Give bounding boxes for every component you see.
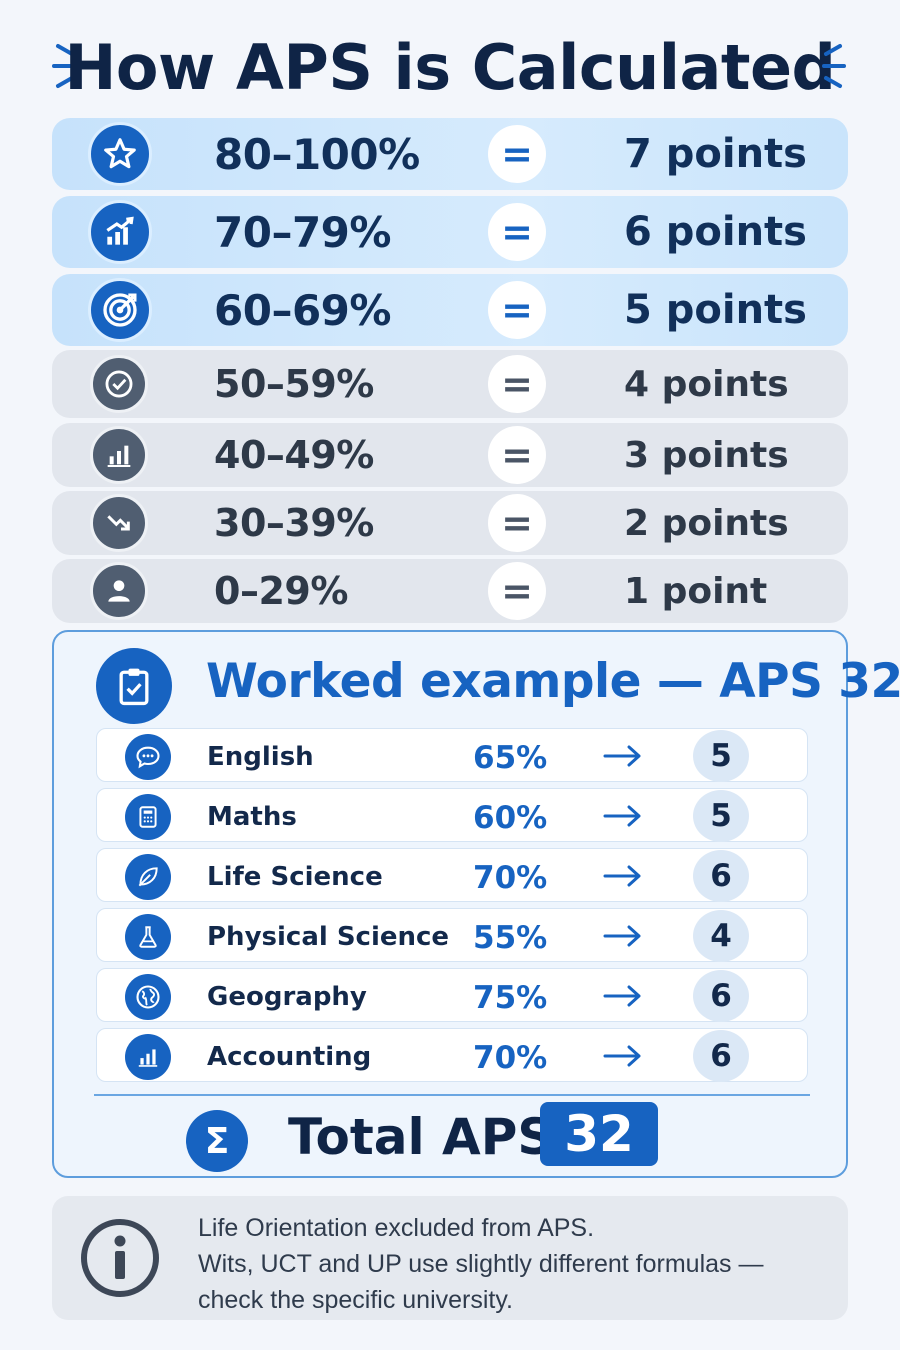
page-title: How APS is Calculated	[64, 30, 836, 104]
title-decoration-left	[52, 44, 76, 88]
subject-percent: 65%	[473, 740, 548, 776]
equals-badge: =	[488, 125, 546, 183]
star-icon	[88, 122, 152, 186]
subject-points: 6	[693, 1030, 749, 1082]
subject-percent: 75%	[473, 980, 548, 1016]
worked-example-title: Worked example — APS 32	[206, 654, 900, 709]
equals-badge: =	[488, 355, 546, 413]
subject-points: 6	[693, 970, 749, 1022]
arrow-right-icon	[603, 1045, 641, 1067]
scale-row: 60–69% = 5 points	[52, 274, 848, 346]
title-decoration-right	[822, 44, 846, 88]
growth-chart-icon	[88, 200, 152, 264]
points-value: 6 points	[624, 209, 807, 255]
score-range: 30–39%	[214, 501, 374, 545]
total-divider	[94, 1094, 810, 1096]
points-value: 1 point	[624, 570, 768, 612]
scale-row: 70–79% = 6 points	[52, 196, 848, 268]
subject-name: English	[207, 742, 314, 772]
score-range: 40–49%	[214, 433, 374, 477]
bar-chart-icon	[125, 1034, 171, 1080]
scale-row: 40–49% = 3 points	[52, 423, 848, 487]
subject-row: Geography 75% 6	[96, 968, 808, 1022]
target-icon	[88, 278, 152, 342]
subject-percent: 70%	[473, 860, 548, 896]
score-range: 0–29%	[214, 569, 348, 613]
equals-badge: =	[488, 281, 546, 339]
score-range: 70–79%	[214, 207, 391, 257]
score-range: 50–59%	[214, 362, 374, 406]
arrow-right-icon	[603, 865, 641, 887]
clipboard-check-icon	[96, 648, 172, 724]
subject-percent: 70%	[473, 1040, 548, 1076]
score-range: 80–100%	[214, 129, 420, 179]
subject-row: Physical Science 55% 4	[96, 908, 808, 962]
arrow-right-icon	[603, 745, 641, 767]
subject-name: Accounting	[207, 1042, 372, 1072]
info-note-line: Life Orientation excluded from APS.	[198, 1214, 595, 1242]
speech-bubble-icon	[125, 734, 171, 780]
subject-name: Physical Science	[207, 922, 450, 952]
scale-row: 50–59% = 4 points	[52, 350, 848, 418]
arrow-right-icon	[603, 925, 641, 947]
sigma-icon: Σ	[186, 1110, 248, 1172]
check-circle-icon	[90, 355, 148, 413]
person-icon	[90, 562, 148, 620]
total-aps-value: 32	[540, 1102, 658, 1166]
scale-row: 80–100% = 7 points	[52, 118, 848, 190]
subject-percent: 55%	[473, 920, 548, 956]
scale-row: 30–39% = 2 points	[52, 491, 848, 555]
subject-points: 6	[693, 850, 749, 902]
leaf-icon	[125, 854, 171, 900]
total-aps-label: Total APS:	[288, 1108, 574, 1166]
points-value: 4 points	[624, 363, 789, 405]
equals-badge: =	[488, 203, 546, 261]
points-value: 3 points	[624, 434, 789, 476]
subject-row: Maths 60% 5	[96, 788, 808, 842]
equals-badge: =	[488, 426, 546, 484]
title-bar: How APS is Calculated	[0, 22, 900, 112]
subject-row: Accounting 70% 6	[96, 1028, 808, 1082]
points-value: 2 points	[624, 502, 789, 544]
calculator-icon	[125, 794, 171, 840]
worked-example-panel: Worked example — APS 32 English 65% 5 Ma…	[52, 630, 900, 1178]
info-icon	[81, 1219, 159, 1297]
arrow-right-icon	[603, 985, 641, 1007]
points-value: 7 points	[624, 131, 807, 177]
aps-scale-table: 80–100% = 7 points 70–79% = 6 points 60–…	[52, 118, 848, 623]
subject-row: Life Science 70% 6	[96, 848, 808, 902]
bar-chart-icon	[90, 426, 148, 484]
subject-percent: 60%	[473, 800, 548, 836]
globe-icon	[125, 974, 171, 1020]
subject-points: 5	[693, 730, 749, 782]
subject-row: English 65% 5	[96, 728, 808, 782]
subject-name: Geography	[207, 982, 367, 1012]
flask-icon	[125, 914, 171, 960]
equals-badge: =	[488, 494, 546, 552]
subject-points: 5	[693, 790, 749, 842]
subject-points: 4	[693, 910, 749, 962]
subject-name: Maths	[207, 802, 297, 832]
arrow-right-icon	[603, 805, 641, 827]
info-note-text: Life Orientation excluded from APS. Wits…	[198, 1210, 818, 1318]
info-note-line: check the specific university.	[198, 1286, 513, 1314]
points-value: 5 points	[624, 287, 807, 333]
info-note-line: Wits, UCT and UP use slightly different …	[198, 1250, 764, 1278]
trend-down-icon	[90, 494, 148, 552]
equals-badge: =	[488, 562, 546, 620]
scale-row: 0–29% = 1 point	[52, 559, 848, 623]
info-note: Life Orientation excluded from APS. Wits…	[52, 1196, 848, 1320]
subject-name: Life Science	[207, 862, 383, 892]
score-range: 60–69%	[214, 285, 391, 335]
